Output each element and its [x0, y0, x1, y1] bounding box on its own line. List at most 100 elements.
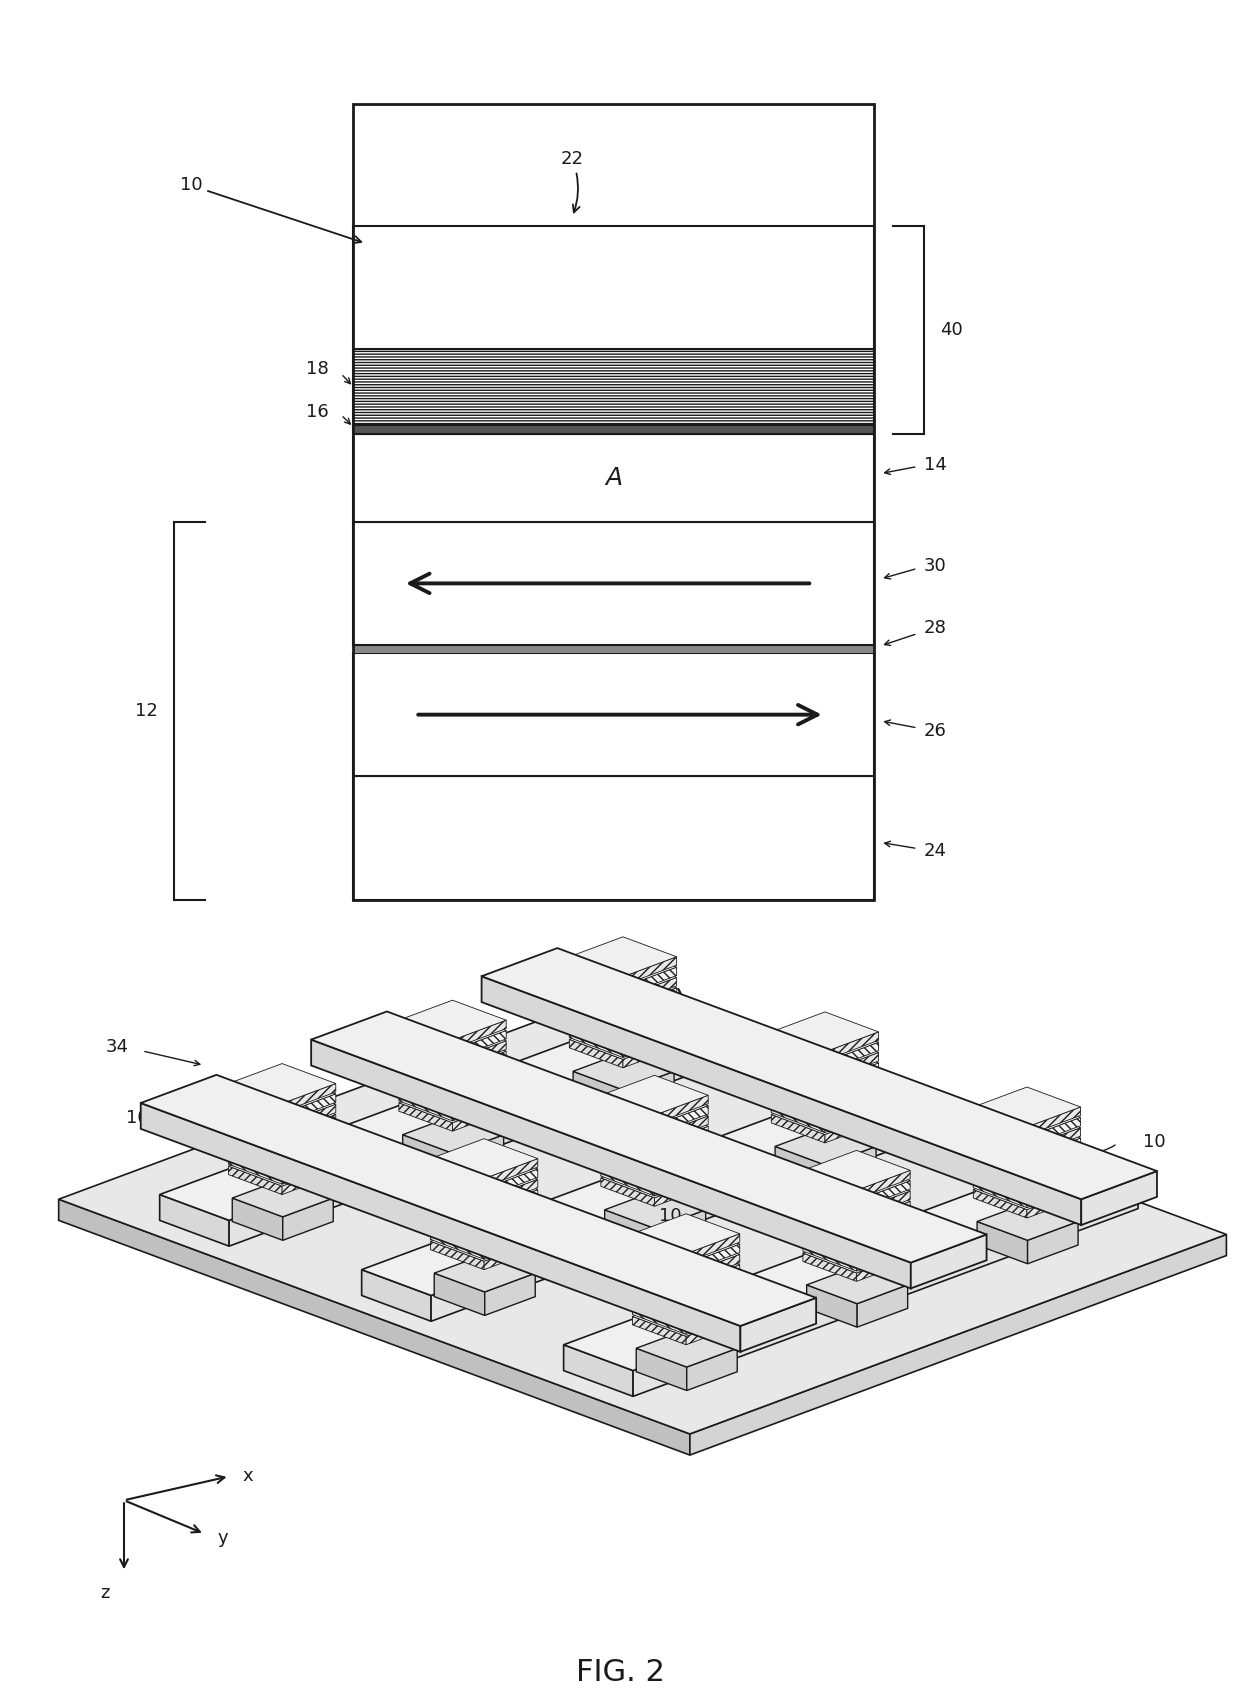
Polygon shape	[453, 1040, 506, 1069]
Polygon shape	[601, 1107, 708, 1146]
Polygon shape	[689, 1234, 1226, 1455]
Polygon shape	[973, 1117, 1027, 1146]
Text: A: A	[605, 466, 622, 490]
Polygon shape	[601, 1137, 708, 1176]
Polygon shape	[399, 1020, 506, 1061]
Text: x: x	[243, 1467, 253, 1486]
Polygon shape	[655, 1125, 708, 1154]
Polygon shape	[622, 967, 677, 996]
Polygon shape	[311, 1012, 987, 1263]
Text: 10: 10	[660, 1207, 682, 1224]
Text: 28: 28	[924, 619, 946, 638]
Polygon shape	[362, 1270, 432, 1321]
Polygon shape	[228, 1146, 283, 1175]
Polygon shape	[857, 1192, 910, 1219]
Polygon shape	[569, 947, 677, 988]
Polygon shape	[283, 1125, 336, 1153]
Polygon shape	[973, 1127, 1027, 1156]
Polygon shape	[771, 1054, 879, 1093]
Polygon shape	[802, 1222, 910, 1263]
Polygon shape	[58, 1000, 1226, 1433]
Polygon shape	[771, 1062, 825, 1091]
Polygon shape	[601, 1105, 655, 1134]
Polygon shape	[569, 957, 622, 986]
Polygon shape	[430, 1190, 538, 1231]
Polygon shape	[632, 1295, 686, 1324]
Polygon shape	[481, 976, 1081, 1226]
Polygon shape	[569, 1028, 622, 1057]
Polygon shape	[622, 1008, 677, 1037]
Polygon shape	[434, 1273, 485, 1316]
Polygon shape	[564, 1345, 634, 1396]
Polygon shape	[802, 1232, 910, 1273]
Polygon shape	[434, 1255, 536, 1292]
Polygon shape	[453, 1134, 503, 1176]
Polygon shape	[228, 1125, 336, 1166]
Polygon shape	[802, 1182, 857, 1209]
Polygon shape	[802, 1212, 857, 1239]
Polygon shape	[771, 1032, 879, 1073]
Polygon shape	[857, 1222, 910, 1251]
Polygon shape	[973, 1108, 1080, 1148]
Polygon shape	[569, 967, 622, 996]
Polygon shape	[399, 1073, 506, 1112]
Polygon shape	[484, 1241, 538, 1270]
Polygon shape	[399, 1071, 453, 1100]
Polygon shape	[825, 1093, 879, 1122]
Polygon shape	[771, 1042, 879, 1083]
Polygon shape	[453, 1051, 506, 1080]
Polygon shape	[973, 1148, 1027, 1176]
Polygon shape	[569, 998, 622, 1027]
Polygon shape	[228, 1136, 336, 1176]
Polygon shape	[973, 1170, 1080, 1210]
Polygon shape	[857, 1182, 910, 1209]
Polygon shape	[569, 977, 677, 1018]
Polygon shape	[430, 1170, 484, 1197]
Polygon shape	[601, 1095, 655, 1124]
Polygon shape	[228, 1115, 283, 1142]
Polygon shape	[686, 1275, 740, 1304]
Polygon shape	[857, 1243, 910, 1272]
Polygon shape	[399, 1083, 453, 1110]
Polygon shape	[399, 1083, 506, 1122]
Polygon shape	[771, 1012, 879, 1052]
Polygon shape	[399, 1040, 453, 1069]
Polygon shape	[775, 1127, 877, 1165]
Polygon shape	[484, 1210, 538, 1239]
Polygon shape	[973, 1107, 1027, 1136]
Polygon shape	[485, 1273, 536, 1316]
Polygon shape	[655, 1095, 708, 1124]
Polygon shape	[58, 1198, 689, 1455]
Polygon shape	[601, 1158, 708, 1198]
Polygon shape	[825, 1073, 879, 1102]
Polygon shape	[430, 1159, 538, 1198]
Polygon shape	[857, 1202, 910, 1229]
Polygon shape	[228, 1064, 336, 1103]
Polygon shape	[453, 1083, 506, 1110]
Polygon shape	[857, 1212, 910, 1239]
Polygon shape	[399, 1062, 506, 1102]
Polygon shape	[605, 1192, 706, 1229]
Polygon shape	[802, 1202, 910, 1243]
Polygon shape	[686, 1255, 740, 1284]
Polygon shape	[430, 1221, 538, 1261]
Polygon shape	[771, 1032, 825, 1061]
Polygon shape	[802, 1212, 910, 1253]
Polygon shape	[283, 1083, 336, 1112]
Polygon shape	[802, 1171, 910, 1210]
Text: 16: 16	[306, 403, 329, 422]
Polygon shape	[399, 1103, 453, 1130]
Text: 34: 34	[105, 1039, 129, 1056]
Polygon shape	[430, 1241, 484, 1270]
Polygon shape	[632, 1297, 740, 1336]
Polygon shape	[622, 977, 677, 1006]
Polygon shape	[232, 1198, 283, 1241]
Polygon shape	[1027, 1170, 1080, 1197]
Polygon shape	[632, 1306, 686, 1335]
Polygon shape	[432, 1108, 936, 1321]
Polygon shape	[977, 1222, 1028, 1263]
Polygon shape	[453, 1061, 506, 1090]
Polygon shape	[484, 1221, 538, 1250]
Polygon shape	[771, 1052, 825, 1081]
Polygon shape	[802, 1192, 857, 1219]
